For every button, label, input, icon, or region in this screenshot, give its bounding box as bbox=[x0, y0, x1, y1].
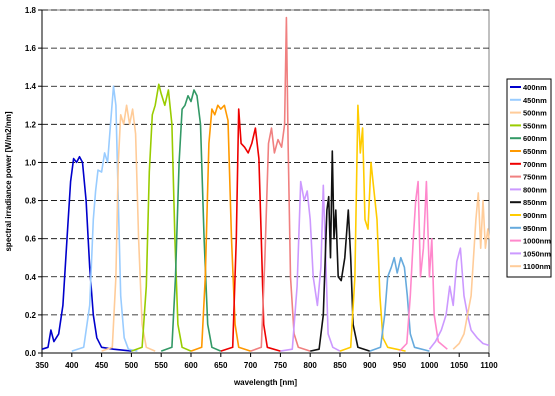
y-tick-label: 0.0 bbox=[25, 349, 37, 358]
series-line-600nm bbox=[160, 89, 222, 352]
x-tick-label: 400 bbox=[65, 361, 79, 370]
x-tick-label: 900 bbox=[363, 361, 377, 370]
legend-label: 950nm bbox=[523, 224, 547, 233]
y-tick-label: 1.8 bbox=[25, 6, 37, 15]
x-tick-label: 350 bbox=[35, 361, 49, 370]
plot-area bbox=[41, 9, 490, 354]
legend-label: 1100nm bbox=[523, 262, 551, 271]
legend-label: 750nm bbox=[523, 173, 547, 182]
series-line-900nm bbox=[339, 104, 406, 352]
series-line-1050nm bbox=[428, 247, 490, 350]
x-tick-label: 800 bbox=[304, 361, 318, 370]
series-line-850nm bbox=[310, 150, 371, 352]
series-line-950nm bbox=[369, 256, 430, 352]
y-tick-label: 1.2 bbox=[25, 120, 37, 129]
y-tick-label: 1.0 bbox=[25, 158, 37, 167]
legend-label: 700nm bbox=[523, 160, 547, 169]
x-tick-label: 500 bbox=[125, 361, 139, 370]
y-axis: 0.0 0.2 0.4 0.6 0.8 1.0 1.2 1.4 1.6 1.8 bbox=[25, 6, 43, 358]
x-tick-label: 950 bbox=[393, 361, 407, 370]
series-line-750nm bbox=[250, 16, 311, 352]
x-axis-title: wavelength [nm] bbox=[233, 378, 297, 387]
plot-frame bbox=[41, 9, 490, 354]
x-axis: 350 400 450 500 550 600 650 700 750 800 850 900 950 1… bbox=[35, 352, 498, 370]
x-tick-label: 550 bbox=[155, 361, 169, 370]
y-axis-title: spectral irradiance power [W/m2/nm] bbox=[4, 111, 13, 251]
series-line-550nm bbox=[131, 83, 192, 352]
series-line-800nm bbox=[280, 180, 341, 352]
x-tick-label: 1050 bbox=[450, 361, 468, 370]
y-tick-label: 0.2 bbox=[25, 311, 37, 320]
y-tick-label: 1.4 bbox=[25, 82, 37, 91]
legend-label: 450nm bbox=[523, 96, 547, 105]
legend-label: 650nm bbox=[523, 147, 547, 156]
legend-label: 400nm bbox=[523, 83, 547, 92]
y-tick-label: 1.6 bbox=[25, 44, 37, 53]
y-tick-label: 0.8 bbox=[25, 197, 37, 206]
y-tick-label: 0.4 bbox=[25, 273, 37, 282]
legend-label: 850nm bbox=[523, 198, 547, 207]
x-tick-label: 650 bbox=[214, 361, 228, 370]
x-tick-label: 850 bbox=[333, 361, 347, 370]
x-tick-label: 1100 bbox=[480, 361, 498, 370]
legend-label: 1000nm bbox=[523, 237, 551, 246]
series-line-400nm bbox=[41, 155, 132, 352]
legend-label: 1050nm bbox=[523, 249, 551, 258]
y-tick-label: 0.6 bbox=[25, 235, 37, 244]
legend: 400nm 450nm 500nm 550nm 600nm 650nm 700nm 750nm… bbox=[506, 78, 552, 278]
x-tick-label: 700 bbox=[244, 361, 258, 370]
legend-label: 600nm bbox=[523, 134, 547, 143]
x-tick-label: 450 bbox=[95, 361, 109, 370]
series-line-1000nm bbox=[399, 180, 448, 352]
legend-label: 800nm bbox=[523, 185, 547, 194]
series-line-1100nm bbox=[452, 192, 490, 350]
series-line-500nm bbox=[101, 104, 156, 352]
x-tick-label: 600 bbox=[184, 361, 198, 370]
legend-label: 900nm bbox=[523, 211, 547, 220]
x-tick-label: 750 bbox=[274, 361, 288, 370]
series-layer bbox=[41, 16, 490, 352]
series-line-450nm bbox=[71, 85, 138, 352]
legend-label: 550nm bbox=[523, 121, 547, 130]
x-tick-label: 1000 bbox=[421, 361, 439, 370]
legend-label: 500nm bbox=[523, 109, 547, 118]
